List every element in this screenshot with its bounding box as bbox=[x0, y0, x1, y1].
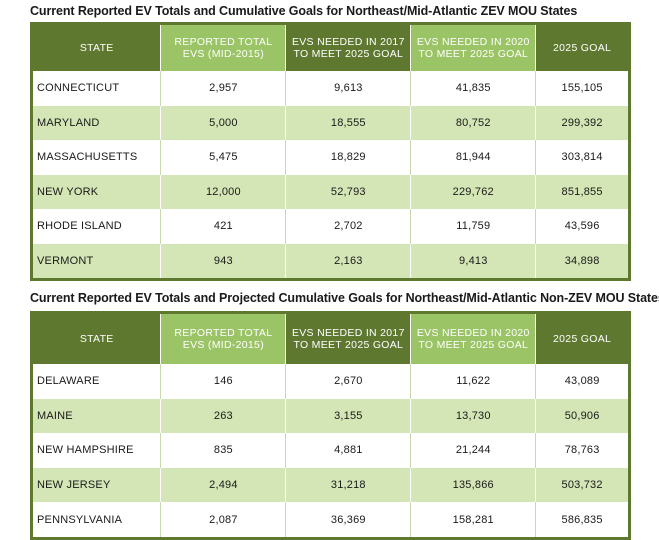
table-row: DELAWARE 146 2,670 11,622 43,089 bbox=[33, 364, 628, 399]
goal-2025-cell: 43,596 bbox=[535, 209, 628, 244]
needed-2017-cell: 3,155 bbox=[285, 398, 411, 434]
needed-2020-cell: 41,835 bbox=[410, 71, 536, 106]
goal-2025-cell: 43,089 bbox=[535, 364, 628, 399]
needed-2020-cell: 13,730 bbox=[410, 398, 536, 434]
table-2-title: Current Reported EV Totals and Projected… bbox=[30, 291, 659, 305]
goal-2025-cell: 78,763 bbox=[535, 433, 628, 468]
table-1-title: Current Reported EV Totals and Cumulativ… bbox=[30, 4, 578, 18]
goal-2025-cell: 586,835 bbox=[535, 502, 628, 537]
table-row: MAINE 263 3,155 13,730 50,906 bbox=[33, 398, 628, 434]
column-header-needed-2017: EVs NEEDED IN 2017 TO MEET 2025 GOAL bbox=[285, 314, 411, 364]
needed-2017-cell: 9,613 bbox=[285, 71, 411, 106]
needed-2020-cell: 158,281 bbox=[410, 502, 536, 537]
needed-2017-cell: 2,163 bbox=[285, 243, 411, 278]
column-header-needed-2017: EVs NEEDED IN 2017 TO MEET 2025 GOAL bbox=[285, 25, 411, 71]
goal-2025-cell: 299,392 bbox=[535, 105, 628, 140]
state-cell: NEW HAMPSHIRE bbox=[33, 433, 161, 468]
table-row: NEW YORK 12,000 52,793 229,762 851,855 bbox=[33, 174, 628, 209]
reported-total-cell: 12,000 bbox=[160, 174, 286, 209]
goal-2025-cell: 50,906 bbox=[535, 398, 628, 434]
needed-2017-cell: 52,793 bbox=[285, 174, 411, 209]
state-cell: NEW YORK bbox=[33, 174, 161, 209]
column-header-state: STATE bbox=[33, 25, 161, 71]
column-header-state: STATE bbox=[33, 314, 161, 364]
needed-2020-cell: 80,752 bbox=[410, 105, 536, 140]
reported-total-cell: 2,087 bbox=[160, 502, 286, 537]
state-cell: MARYLAND bbox=[33, 105, 161, 140]
table-row: MASSACHUSETTS 5,475 18,829 81,944 303,814 bbox=[33, 140, 628, 175]
zev-mou-states-table: STATE REPORTED TOTAL EVs (MID-2015) EVs … bbox=[30, 22, 631, 281]
needed-2017-cell: 2,702 bbox=[285, 209, 411, 244]
table-row: VERMONT 943 2,163 9,413 34,898 bbox=[33, 243, 628, 278]
needed-2020-cell: 21,244 bbox=[410, 433, 536, 468]
table-row: RHODE ISLAND 421 2,702 11,759 43,596 bbox=[33, 209, 628, 244]
table-row: NEW JERSEY 2,494 31,218 135,866 503,732 bbox=[33, 467, 628, 503]
goal-2025-cell: 34,898 bbox=[535, 243, 628, 278]
state-cell: PENNSYLVANIA bbox=[33, 502, 161, 537]
reported-total-cell: 421 bbox=[160, 209, 286, 244]
column-header-2025-goal: 2025 GOAL bbox=[535, 25, 628, 71]
reported-total-cell: 5,000 bbox=[160, 105, 286, 140]
needed-2020-cell: 229,762 bbox=[410, 174, 536, 209]
reported-total-cell: 2,957 bbox=[160, 71, 286, 106]
goal-2025-cell: 851,855 bbox=[535, 174, 628, 209]
state-cell: DELAWARE bbox=[33, 364, 161, 399]
table-row: PENNSYLVANIA 2,087 36,369 158,281 586,835 bbox=[33, 502, 628, 537]
state-cell: CONNECTICUT bbox=[33, 71, 161, 106]
needed-2017-cell: 2,670 bbox=[285, 364, 411, 399]
state-cell: NEW JERSEY bbox=[33, 467, 161, 503]
state-cell: VERMONT bbox=[33, 243, 161, 278]
needed-2020-cell: 11,759 bbox=[410, 209, 536, 244]
needed-2017-cell: 36,369 bbox=[285, 502, 411, 537]
table-header-row: STATE REPORTED TOTAL EVs (MID-2015) EVs … bbox=[33, 314, 628, 364]
column-header-reported-total: REPORTED TOTAL EVs (MID-2015) bbox=[160, 314, 286, 364]
needed-2017-cell: 18,555 bbox=[285, 105, 411, 140]
needed-2017-cell: 4,881 bbox=[285, 433, 411, 468]
column-header-2025-goal: 2025 GOAL bbox=[535, 314, 628, 364]
table-row: NEW HAMPSHIRE 835 4,881 21,244 78,763 bbox=[33, 433, 628, 468]
column-header-reported-total: REPORTED TOTAL EVs (MID-2015) bbox=[160, 25, 286, 71]
reported-total-cell: 263 bbox=[160, 398, 286, 434]
needed-2020-cell: 135,866 bbox=[410, 467, 536, 503]
column-header-needed-2020: EVS NEEDED IN 2020 TO MEET 2025 GOAL bbox=[410, 314, 536, 364]
reported-total-cell: 5,475 bbox=[160, 140, 286, 175]
non-zev-mou-states-table: STATE REPORTED TOTAL EVs (MID-2015) EVs … bbox=[30, 311, 631, 540]
reported-total-cell: 835 bbox=[160, 433, 286, 468]
reported-total-cell: 2,494 bbox=[160, 467, 286, 503]
reported-total-cell: 943 bbox=[160, 243, 286, 278]
needed-2020-cell: 9,413 bbox=[410, 243, 536, 278]
needed-2017-cell: 31,218 bbox=[285, 467, 411, 503]
table-header-row: STATE REPORTED TOTAL EVs (MID-2015) EVs … bbox=[33, 25, 628, 71]
state-cell: MASSACHUSETTS bbox=[33, 140, 161, 175]
column-header-needed-2020: EVS NEEDED IN 2020 TO MEET 2025 GOAL bbox=[410, 25, 536, 71]
goal-2025-cell: 503,732 bbox=[535, 467, 628, 503]
needed-2017-cell: 18,829 bbox=[285, 140, 411, 175]
reported-total-cell: 146 bbox=[160, 364, 286, 399]
goal-2025-cell: 155,105 bbox=[535, 71, 628, 106]
table-row: MARYLAND 5,000 18,555 80,752 299,392 bbox=[33, 105, 628, 140]
needed-2020-cell: 11,622 bbox=[410, 364, 536, 399]
state-cell: RHODE ISLAND bbox=[33, 209, 161, 244]
state-cell: MAINE bbox=[33, 398, 161, 434]
needed-2020-cell: 81,944 bbox=[410, 140, 536, 175]
goal-2025-cell: 303,814 bbox=[535, 140, 628, 175]
table-row: CONNECTICUT 2,957 9,613 41,835 155,105 bbox=[33, 71, 628, 106]
